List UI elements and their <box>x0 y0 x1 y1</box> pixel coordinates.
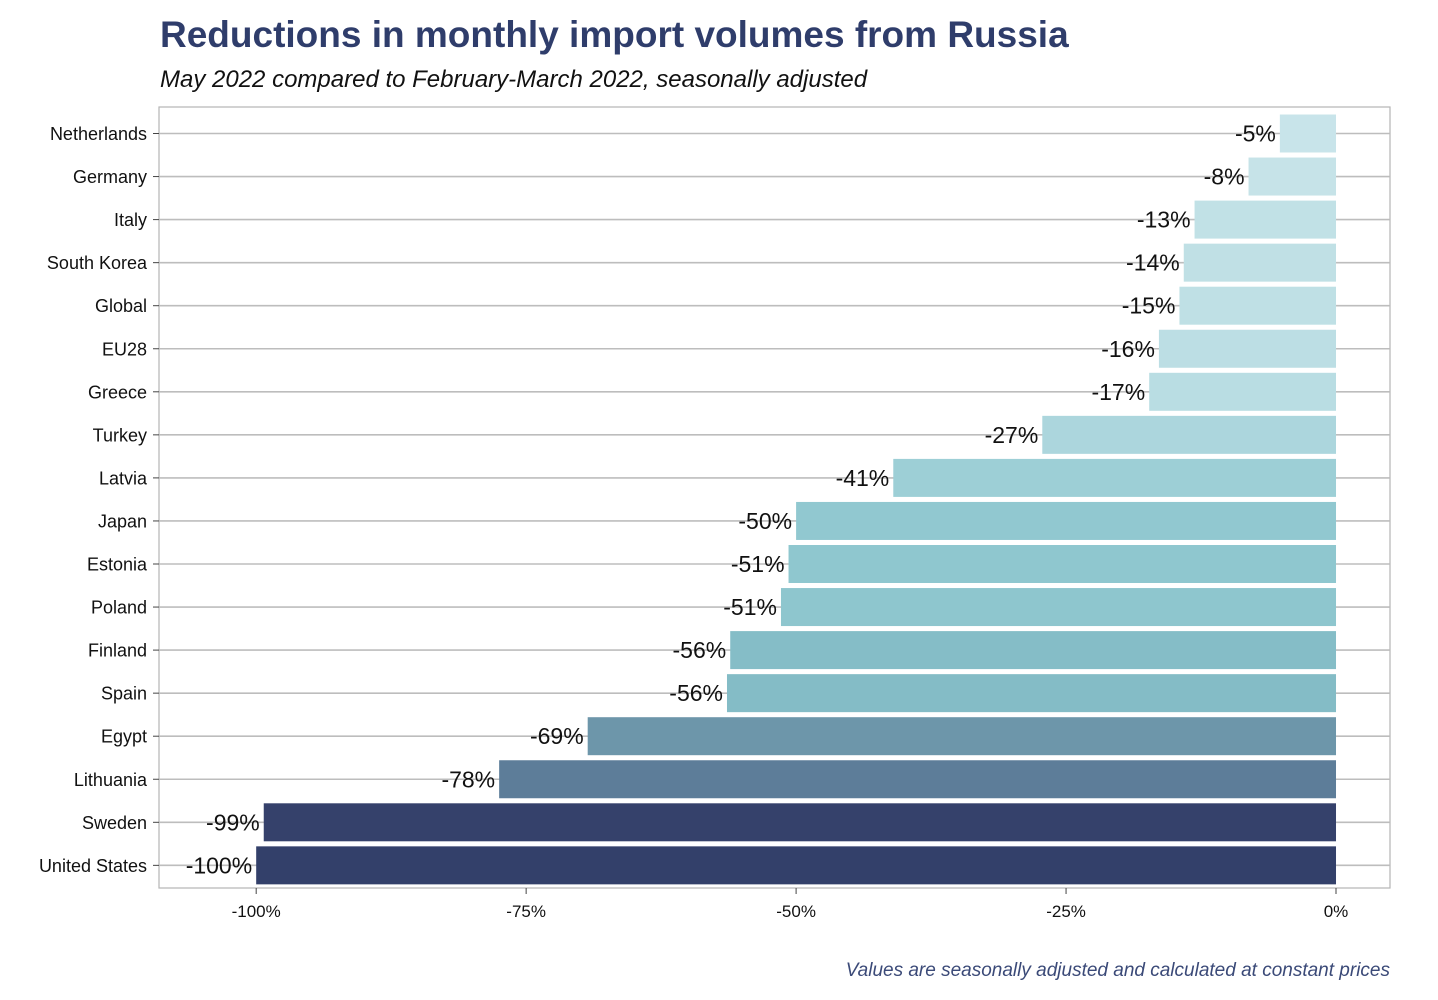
category-label: Turkey <box>93 425 147 445</box>
bar <box>788 545 1337 583</box>
category-label: Global <box>95 296 147 316</box>
category-label: Lithuania <box>74 770 148 790</box>
category-label: Poland <box>91 598 147 618</box>
data-label: -8% <box>1204 164 1245 190</box>
x-tick-label: -100% <box>232 902 281 921</box>
bar <box>1279 114 1337 153</box>
x-tick-label: -25% <box>1046 902 1086 921</box>
bar <box>587 717 1337 756</box>
chart-subtitle: May 2022 compared to February-March 2022… <box>160 66 868 93</box>
category-label: Greece <box>88 382 147 402</box>
data-label: -99% <box>206 809 260 835</box>
bar <box>1179 286 1337 325</box>
chart-caption: Values are seasonally adjusted and calcu… <box>845 960 1390 981</box>
data-label: -51% <box>723 594 777 620</box>
bar <box>256 846 1337 885</box>
data-label: -50% <box>738 508 792 534</box>
bar <box>1149 372 1337 411</box>
plot-panel <box>158 106 1391 889</box>
x-axis: -100% -75% -50% -25% 0% <box>232 888 1349 921</box>
data-label: -78% <box>441 766 495 792</box>
data-labels: -5% -8% -13% -14% -15% -16% -17% -27% -41% -50% -5… <box>186 121 1276 879</box>
x-tick-label: 0% <box>1324 902 1349 921</box>
x-tick-label: -75% <box>506 902 546 921</box>
bar <box>1158 329 1337 368</box>
data-label: -5% <box>1235 121 1276 147</box>
category-label: Estonia <box>87 555 148 575</box>
bar <box>499 760 1337 799</box>
data-label: -16% <box>1101 336 1155 362</box>
data-label: -56% <box>669 680 723 706</box>
data-label: -15% <box>1122 293 1176 319</box>
data-label: -41% <box>836 465 890 491</box>
bar <box>780 588 1337 627</box>
category-label: EU28 <box>102 339 147 359</box>
category-label: Latvia <box>99 468 148 488</box>
data-label: -69% <box>530 723 584 749</box>
data-label: -17% <box>1091 379 1145 405</box>
category-label: Spain <box>101 684 147 704</box>
bar <box>1183 243 1337 282</box>
category-labels: Netherlands Germany Italy South Korea Global… <box>39 124 159 876</box>
category-label: Japan <box>98 511 147 531</box>
chart-title: Reductions in monthly import volumes fro… <box>160 14 1069 55</box>
data-label: -27% <box>985 422 1039 448</box>
bar-chart: -5% -8% -13% -14% -15% -16% -17% -27% -41% -50% -5… <box>39 106 1391 921</box>
bar <box>1248 157 1337 196</box>
category-label: Germany <box>73 167 147 187</box>
x-tick-label: -50% <box>776 902 816 921</box>
category-label: United States <box>39 856 147 876</box>
bar <box>730 631 1337 670</box>
data-label: -100% <box>186 852 252 878</box>
data-label: -51% <box>731 551 785 577</box>
category-label: Netherlands <box>50 124 147 144</box>
category-label: South Korea <box>47 253 148 273</box>
category-label: Italy <box>114 210 147 230</box>
data-label: -14% <box>1126 250 1180 276</box>
category-label: Finland <box>88 641 147 661</box>
bar <box>1042 415 1337 454</box>
bar <box>263 803 1337 842</box>
bars <box>256 114 1337 885</box>
bar <box>893 458 1337 497</box>
bar <box>726 674 1337 713</box>
bar <box>1194 200 1337 239</box>
data-label: -13% <box>1137 207 1191 233</box>
category-label: Sweden <box>82 813 147 833</box>
gridlines <box>159 132 1390 867</box>
category-label: Egypt <box>101 727 147 747</box>
data-label: -56% <box>673 637 727 663</box>
bar <box>796 501 1337 540</box>
